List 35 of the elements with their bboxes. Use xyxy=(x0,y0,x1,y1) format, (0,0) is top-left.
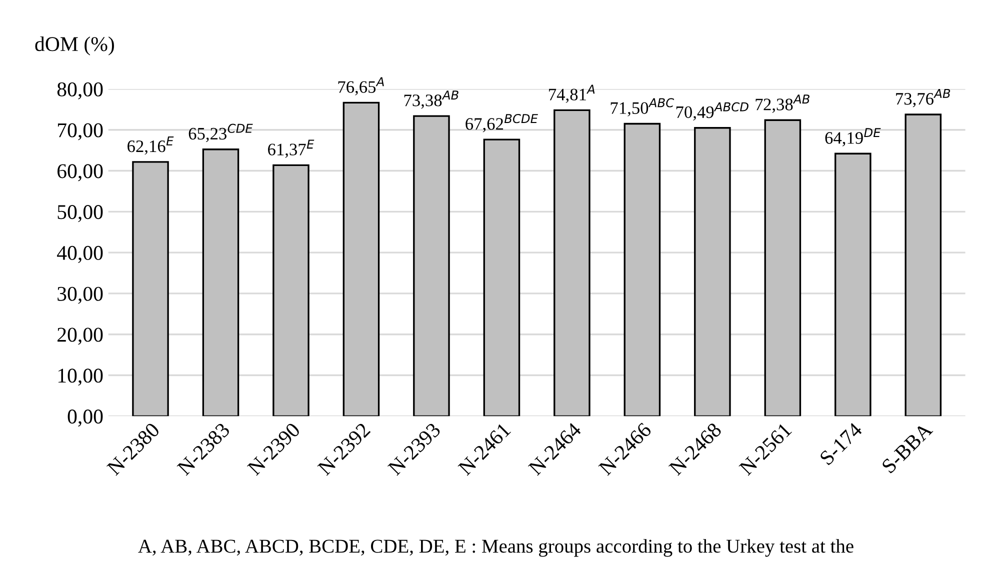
bar xyxy=(834,152,872,416)
bar xyxy=(202,148,240,416)
data-label: 67,62$^{BCDE}$ xyxy=(466,114,538,132)
y-axis-title: dOM (%) xyxy=(35,36,114,56)
data-label: 70,49$^{ABCD}$ xyxy=(676,102,748,121)
data-label: 71,50$^{ABC}$ xyxy=(610,98,674,116)
y-tick-label: 40,00 xyxy=(57,246,103,263)
y-tick-label: 70,00 xyxy=(58,123,103,140)
bar xyxy=(694,127,731,416)
text: A, AB, ABC, ABCD, BCDE, CDE, DE, E : Means groups according to the Urkey test at the xyxy=(138,539,854,557)
data-label: 61,37$^{E}$ xyxy=(268,140,314,158)
bar xyxy=(554,109,590,416)
bar xyxy=(904,114,942,416)
bar xyxy=(483,138,520,416)
data-label: 74,81$^{A}$ xyxy=(549,84,595,103)
data-label: 72,38$^{AB}$ xyxy=(756,94,810,113)
bar xyxy=(342,102,380,416)
data-label: 65,23$^{CDE}$ xyxy=(188,124,253,142)
y-tick-label: 60,00 xyxy=(58,164,103,182)
data-label: 73,38$^{AB}$ xyxy=(404,90,458,109)
y-tick-label: 80,00 xyxy=(57,82,103,100)
bar xyxy=(764,119,802,416)
data-label: 76,65$^{A}$ xyxy=(338,77,384,96)
data-label: 64,19$^{DE}$ xyxy=(825,128,881,146)
y-tick-label: 20,00 xyxy=(58,328,103,345)
bar xyxy=(272,164,310,416)
y-tick-label: 50,00 xyxy=(58,205,103,222)
bar xyxy=(413,115,450,416)
bar xyxy=(624,122,661,416)
y-tick-label: 10,00 xyxy=(58,368,103,386)
bar xyxy=(132,161,169,416)
data-label: 73,76$^{AB}$ xyxy=(896,89,950,108)
y-tick-label: 30,00 xyxy=(58,286,103,304)
data-label: 62,16$^{E}$ xyxy=(128,136,174,155)
y-tick-label: 0,00 xyxy=(68,410,103,427)
